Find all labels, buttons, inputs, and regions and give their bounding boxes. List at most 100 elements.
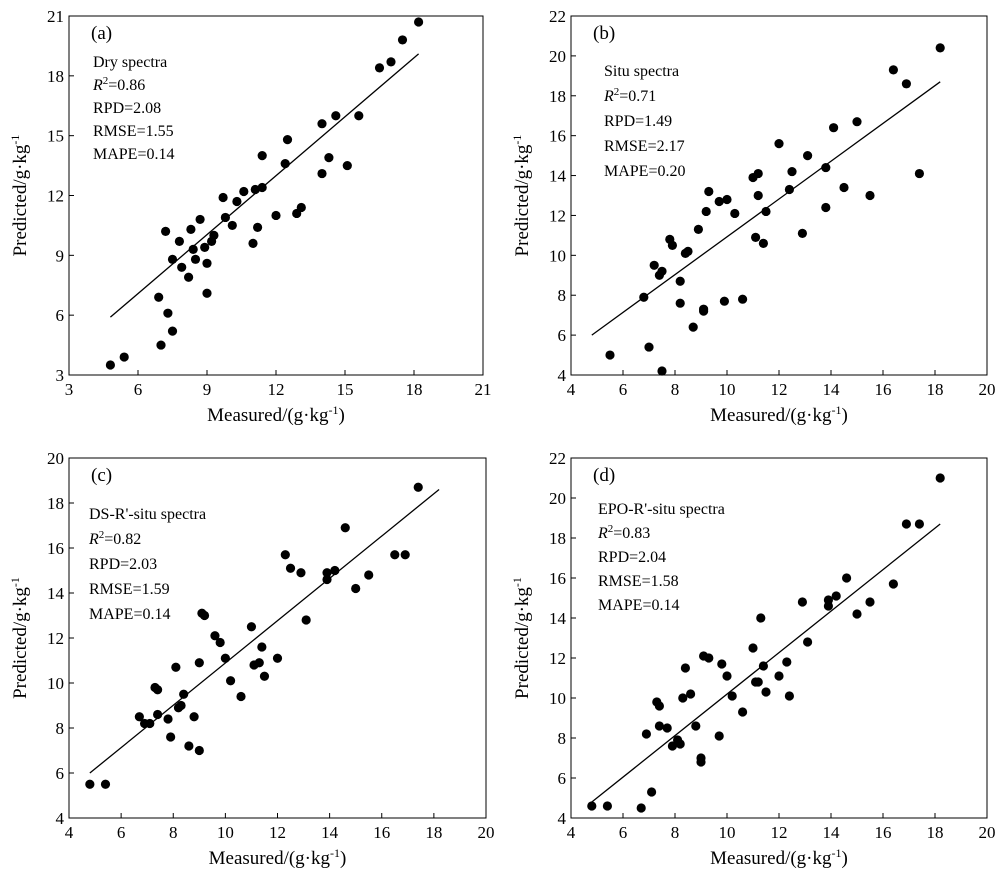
panel-b-data-point (738, 294, 748, 304)
panel-b-x-tick-label: 16 (875, 380, 892, 399)
panel-b-data-point (693, 224, 704, 235)
panel-c-x-tick-label: 10 (217, 823, 234, 842)
panel-c-x-tick-label: 18 (425, 823, 442, 842)
panel-b-x-tick-label: 10 (719, 380, 736, 399)
panel-d-data-point (865, 597, 875, 607)
panel-c-data-point (413, 482, 423, 492)
panel-b-x-axis-label: Measured/(g·kg-1) (710, 403, 848, 426)
panel-c-data-point (364, 570, 374, 580)
panel-a-x-axis-label: Measured/(g·kg-1) (207, 403, 345, 426)
panel-d-x-tick-label: 6 (619, 823, 628, 842)
panel-c-x-tick-label: 4 (65, 823, 74, 842)
panel-a-title: Dry spectra (93, 54, 167, 71)
panel-d-x-tick-label: 20 (979, 823, 996, 842)
panel-b-data-point (784, 184, 795, 195)
panel-d-data-point (831, 591, 841, 601)
panel-c-data-point (194, 658, 204, 668)
panel-a-data-point (105, 360, 115, 370)
panel-c-data-point (322, 568, 332, 578)
panel-b-y-tick-label: 4 (558, 366, 567, 385)
panel-b-x-tick-label: 20 (979, 380, 996, 399)
panel-d-data-point (667, 741, 678, 751)
panel-c-data-point (171, 662, 181, 672)
panel-d-data-point (662, 723, 672, 733)
panel-b-data-point (657, 266, 667, 276)
panel-b-data-point (774, 139, 784, 149)
panel-d-data-point (654, 721, 665, 731)
panel-a-data-point (174, 236, 184, 246)
panel-a-data-point (167, 254, 178, 264)
panel-d-data-point (641, 729, 652, 739)
panel-d-y-tick-label: 18 (549, 529, 566, 548)
panel-d-r2-stat: R2=0.83 (597, 523, 650, 542)
panel-a-y-tick-label: 6 (56, 306, 65, 325)
panel-d-data-point (901, 519, 912, 529)
panel-c-data-point (153, 709, 163, 720)
panel-a-data-point (177, 262, 187, 272)
panel-a-data-point (414, 17, 424, 27)
panel-d-data-point (774, 671, 784, 681)
panel-a-data-point (202, 288, 212, 298)
panel-b-x-tick-label: 14 (823, 380, 841, 399)
panel-a-data-point (253, 222, 263, 233)
panel-b-data-point (821, 202, 831, 213)
panel-a-data-point (119, 352, 129, 362)
panel-c-panel-label: (c) (91, 465, 112, 486)
panel-c-y-tick-label: 14 (47, 584, 65, 603)
panel-d-y-tick-label: 10 (549, 689, 566, 708)
panel-a-data-point (202, 258, 212, 268)
panel-b-data-point (701, 206, 711, 217)
panel-c-y-tick-label: 20 (47, 449, 64, 468)
panel-c-y-tick-label: 6 (56, 764, 65, 783)
panel-d-data-point (587, 801, 597, 811)
panel-b-data-point (753, 168, 763, 179)
panel-c-r2-stat: R2=0.82 (88, 529, 141, 548)
panel-a-y-tick-label: 21 (47, 7, 64, 26)
panel-a-data-point (188, 244, 198, 254)
panel-d-data-point (914, 519, 925, 529)
panel-c-data-point (166, 732, 176, 742)
panel-c-y-tick-label: 4 (56, 809, 65, 828)
panel-b-data-point (888, 65, 899, 75)
panel-c-data-point (210, 631, 220, 641)
panel-c-x-axis-label: Measured/(g·kg-1) (209, 846, 347, 869)
panel-a-data-point (271, 210, 281, 221)
panel-b-data-point (935, 43, 945, 53)
panel-d-data-point (696, 757, 706, 767)
panel-a-y-tick-label: 15 (47, 127, 64, 146)
panel-a-data-point (296, 202, 306, 213)
panel-b-data-point (704, 186, 714, 197)
panel-b-y-tick-label: 18 (549, 87, 566, 106)
panel-d-data-point (888, 579, 899, 589)
panel-d-mape-stat: MAPE=0.14 (598, 597, 679, 614)
panel-b-y-tick-label: 12 (549, 206, 566, 225)
panel-c-data-point (100, 779, 111, 789)
panel-a-data-point (397, 35, 408, 45)
panel-d-data-point (784, 691, 795, 701)
panel-c-data-point (163, 714, 173, 724)
panel-c-data-point (145, 718, 155, 729)
panel-a-data-point (374, 63, 385, 73)
panel-d-rmse-stat: RMSE=1.58 (598, 573, 679, 590)
panel-a-data-point (184, 272, 194, 282)
panel-a-data-point (232, 196, 242, 207)
panel-a-data-point (248, 238, 258, 248)
panel-b-data-point (675, 276, 685, 286)
panel-b-data-point (865, 190, 875, 201)
panel-c-y-tick-label: 10 (47, 674, 64, 693)
panel-b-data-point (675, 298, 685, 308)
panel-d-y-tick-label: 8 (558, 729, 567, 748)
panel-c-fit-line (89, 488, 440, 774)
panel-a-y-tick-label: 12 (47, 187, 64, 206)
panel-c-data-point (199, 610, 210, 621)
panel-a-data-point (218, 192, 228, 203)
panel-d-x-tick-label: 12 (771, 823, 788, 842)
panel-a-data-point (227, 220, 237, 231)
panel-d-data-point (717, 659, 727, 669)
panel-b-data-point (803, 151, 813, 161)
panel-d-y-tick-label: 12 (549, 649, 566, 668)
panel-b-x-tick-label: 4 (567, 380, 576, 399)
panel-a-x-tick-label: 9 (203, 380, 212, 399)
panel-d-x-axis-label: Measured/(g·kg-1) (710, 846, 848, 869)
